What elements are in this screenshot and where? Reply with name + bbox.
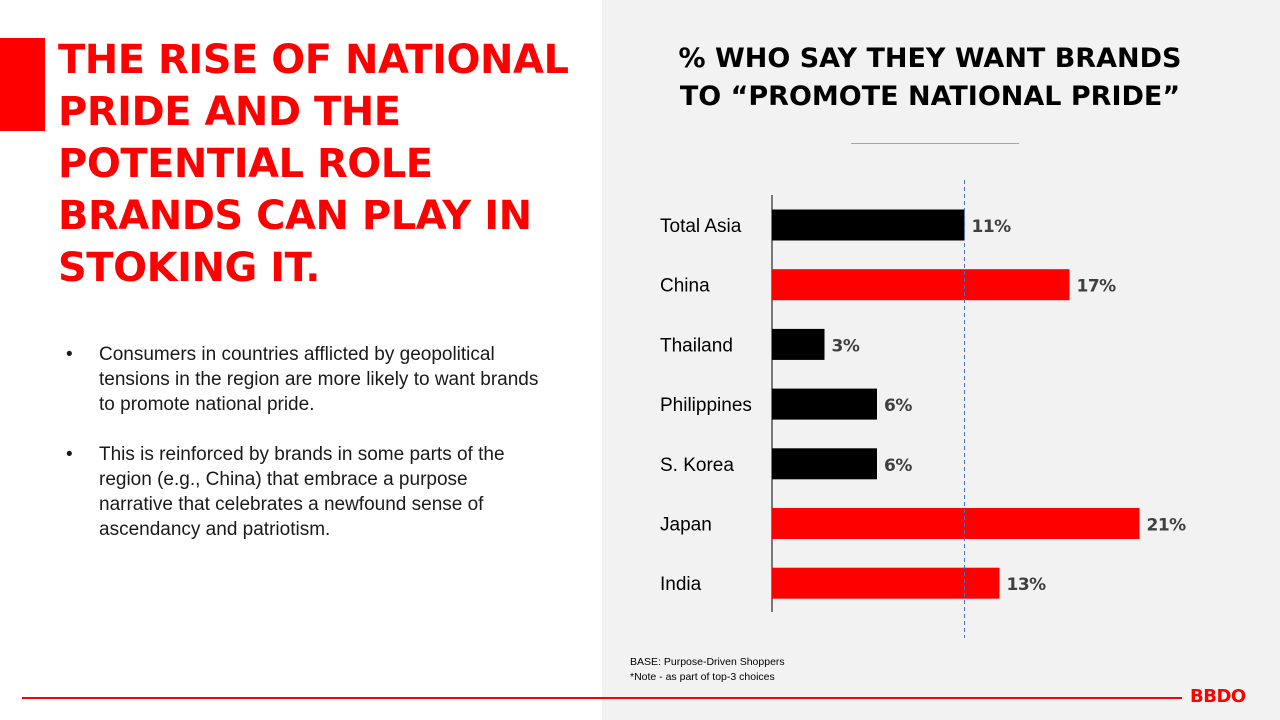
bullet-text: This is reinforced by brands in some par…	[99, 444, 505, 540]
bullet-marker: •	[66, 344, 73, 365]
bbdo-logo: BBDO	[1190, 686, 1246, 707]
accent-block	[0, 38, 45, 131]
bar	[772, 448, 877, 480]
bar	[772, 209, 965, 241]
data-label: 3%	[832, 336, 860, 356]
data-label: 6%	[884, 456, 912, 476]
data-label: 6%	[884, 396, 912, 416]
bar	[772, 328, 825, 360]
title-divider	[851, 143, 1019, 144]
chart-panel	[602, 0, 1280, 720]
bottom-divider	[22, 697, 1182, 699]
bullet-marker: •	[66, 444, 73, 465]
bar-chart: Total Asia 11% China 17% Thailand 3% Philippin…	[660, 180, 1187, 638]
bar	[772, 269, 1070, 301]
category-label: Thailand	[660, 335, 733, 356]
category-label: Philippines	[660, 395, 752, 416]
data-label: 11%	[972, 217, 1012, 237]
bullet-item: • Consumers in countries afflicted by ge…	[66, 342, 546, 417]
bullet-list: • Consumers in countries afflicted by ge…	[66, 342, 546, 567]
category-label: Japan	[660, 515, 712, 536]
category-label: China	[660, 276, 710, 297]
bar	[772, 567, 1000, 599]
bullet-item: • This is reinforced by brands in some p…	[66, 442, 546, 542]
footnote-note: *Note - as part of top-3 choices	[630, 671, 775, 683]
data-label: 13%	[1007, 575, 1047, 595]
headline: THE RISE OF NATIONAL PRIDE AND THE POTEN…	[58, 37, 569, 291]
category-label: Total Asia	[660, 216, 742, 237]
chart-title: % WHO SAY THEY WANT BRANDS TO “PROMOTE N…	[670, 40, 1190, 116]
chart-title-line-2: TO “PROMOTE NATIONAL PRIDE”	[679, 81, 1181, 112]
footnote-base: BASE: Purpose-Driven Shoppers	[630, 656, 785, 668]
bullet-text: Consumers in countries afflicted by geop…	[99, 344, 539, 415]
category-label: India	[660, 574, 702, 595]
category-label: S. Korea	[660, 455, 734, 476]
data-label: 21%	[1147, 516, 1187, 536]
data-label: 17%	[1077, 277, 1117, 297]
bar	[772, 388, 877, 420]
footnote: BASE: Purpose-Driven Shoppers *Note - as…	[630, 655, 785, 685]
bar	[772, 508, 1140, 539]
chart-title-line-1: % WHO SAY THEY WANT BRANDS	[678, 43, 1182, 74]
